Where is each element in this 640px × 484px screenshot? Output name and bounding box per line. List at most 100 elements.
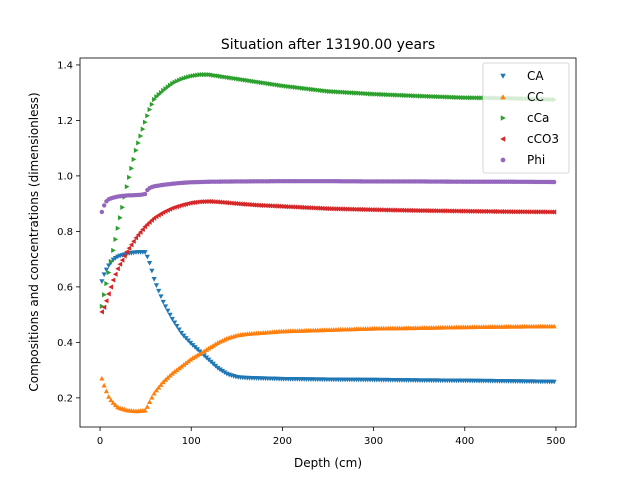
data-point bbox=[283, 204, 289, 210]
data-point bbox=[140, 226, 145, 232]
x-tick-label: 400 bbox=[455, 436, 474, 447]
data-point bbox=[153, 387, 160, 393]
legend-entry-cc: CC bbox=[500, 90, 544, 104]
data-point bbox=[215, 199, 220, 205]
data-point bbox=[162, 304, 169, 310]
data-point bbox=[115, 225, 121, 231]
data-point bbox=[271, 203, 277, 209]
chart-title: Situation after 13190.00 years bbox=[221, 37, 435, 53]
data-point bbox=[369, 207, 375, 213]
x-tick-label: 300 bbox=[364, 436, 383, 447]
data-point bbox=[410, 207, 416, 214]
data-point bbox=[551, 379, 557, 385]
data-point bbox=[337, 206, 343, 212]
legend-label: Phi bbox=[527, 153, 545, 167]
data-point bbox=[281, 203, 286, 210]
data-point bbox=[103, 298, 109, 304]
data-point bbox=[144, 221, 150, 227]
data-point bbox=[99, 375, 105, 381]
data-point bbox=[210, 199, 216, 205]
data-point bbox=[142, 119, 148, 125]
data-point bbox=[101, 203, 107, 208]
data-point bbox=[231, 200, 236, 206]
data-point bbox=[192, 199, 198, 205]
plot-frame bbox=[79, 57, 577, 428]
legend-marker bbox=[500, 115, 506, 121]
data-point bbox=[285, 204, 291, 210]
data-point bbox=[185, 200, 191, 207]
x-axis-label: Depth (cm) bbox=[294, 456, 362, 470]
data-point bbox=[351, 206, 357, 212]
data-point bbox=[147, 260, 153, 266]
data-point bbox=[172, 320, 178, 326]
data-point bbox=[201, 199, 207, 205]
data-point bbox=[201, 348, 207, 354]
data-point bbox=[246, 202, 252, 208]
data-point bbox=[340, 206, 345, 212]
data-point bbox=[356, 206, 361, 212]
data-point bbox=[187, 200, 193, 206]
data-point bbox=[203, 198, 209, 205]
axes-layer: 0 100 200 300 400 500 0.2 0.4 0.6 0.8 1.0 1.2 1.4 bbox=[57, 60, 565, 447]
data-point bbox=[376, 207, 382, 213]
data-point bbox=[551, 179, 557, 185]
data-point bbox=[144, 254, 150, 260]
data-point bbox=[342, 206, 348, 212]
data-point bbox=[183, 336, 189, 341]
data-point bbox=[176, 327, 182, 333]
data-point bbox=[328, 206, 334, 212]
data-point bbox=[117, 261, 123, 267]
y-tick-label: 0.6 bbox=[57, 282, 73, 293]
legend-marker bbox=[500, 94, 506, 100]
data-point bbox=[206, 345, 212, 351]
data-point bbox=[353, 206, 359, 212]
legend-label: cCO3 bbox=[527, 132, 559, 146]
data-point bbox=[167, 312, 173, 318]
data-point bbox=[106, 269, 112, 276]
data-point bbox=[221, 199, 227, 206]
data-point bbox=[110, 277, 116, 283]
data-point bbox=[156, 384, 162, 390]
data-point bbox=[324, 205, 329, 212]
data-point bbox=[346, 206, 352, 212]
data-point bbox=[299, 204, 304, 210]
data-point bbox=[403, 207, 409, 213]
data-point bbox=[142, 407, 148, 413]
data-point bbox=[321, 205, 327, 212]
data-point bbox=[374, 207, 379, 213]
y-tick-label: 1.0 bbox=[57, 171, 73, 182]
data-point bbox=[378, 207, 384, 213]
data-point bbox=[137, 229, 143, 235]
data-point bbox=[103, 267, 110, 273]
data-point bbox=[390, 207, 395, 213]
x-tick-label: 500 bbox=[546, 436, 565, 447]
data-point bbox=[158, 382, 164, 387]
data-point bbox=[235, 201, 241, 207]
data-point bbox=[367, 207, 373, 213]
data-point bbox=[401, 207, 407, 213]
data-point bbox=[335, 206, 341, 212]
data-point bbox=[149, 101, 155, 107]
data-point bbox=[99, 303, 105, 309]
data-point bbox=[308, 205, 314, 211]
data-point bbox=[197, 351, 203, 357]
data-point bbox=[142, 250, 148, 255]
data-point bbox=[160, 299, 166, 305]
data-point bbox=[262, 202, 268, 209]
data-point bbox=[194, 352, 200, 358]
data-point bbox=[131, 156, 137, 162]
series-cco3 bbox=[99, 198, 557, 315]
data-point bbox=[110, 400, 116, 405]
data-point bbox=[219, 199, 225, 205]
data-point bbox=[140, 126, 146, 132]
data-point bbox=[258, 202, 264, 208]
data-point bbox=[147, 399, 153, 405]
data-point bbox=[371, 207, 377, 213]
data-point bbox=[149, 217, 154, 223]
data-point bbox=[267, 203, 273, 209]
data-point bbox=[551, 323, 557, 329]
legend-entry-cco3: cCO3 bbox=[500, 132, 559, 146]
data-point bbox=[183, 201, 189, 207]
